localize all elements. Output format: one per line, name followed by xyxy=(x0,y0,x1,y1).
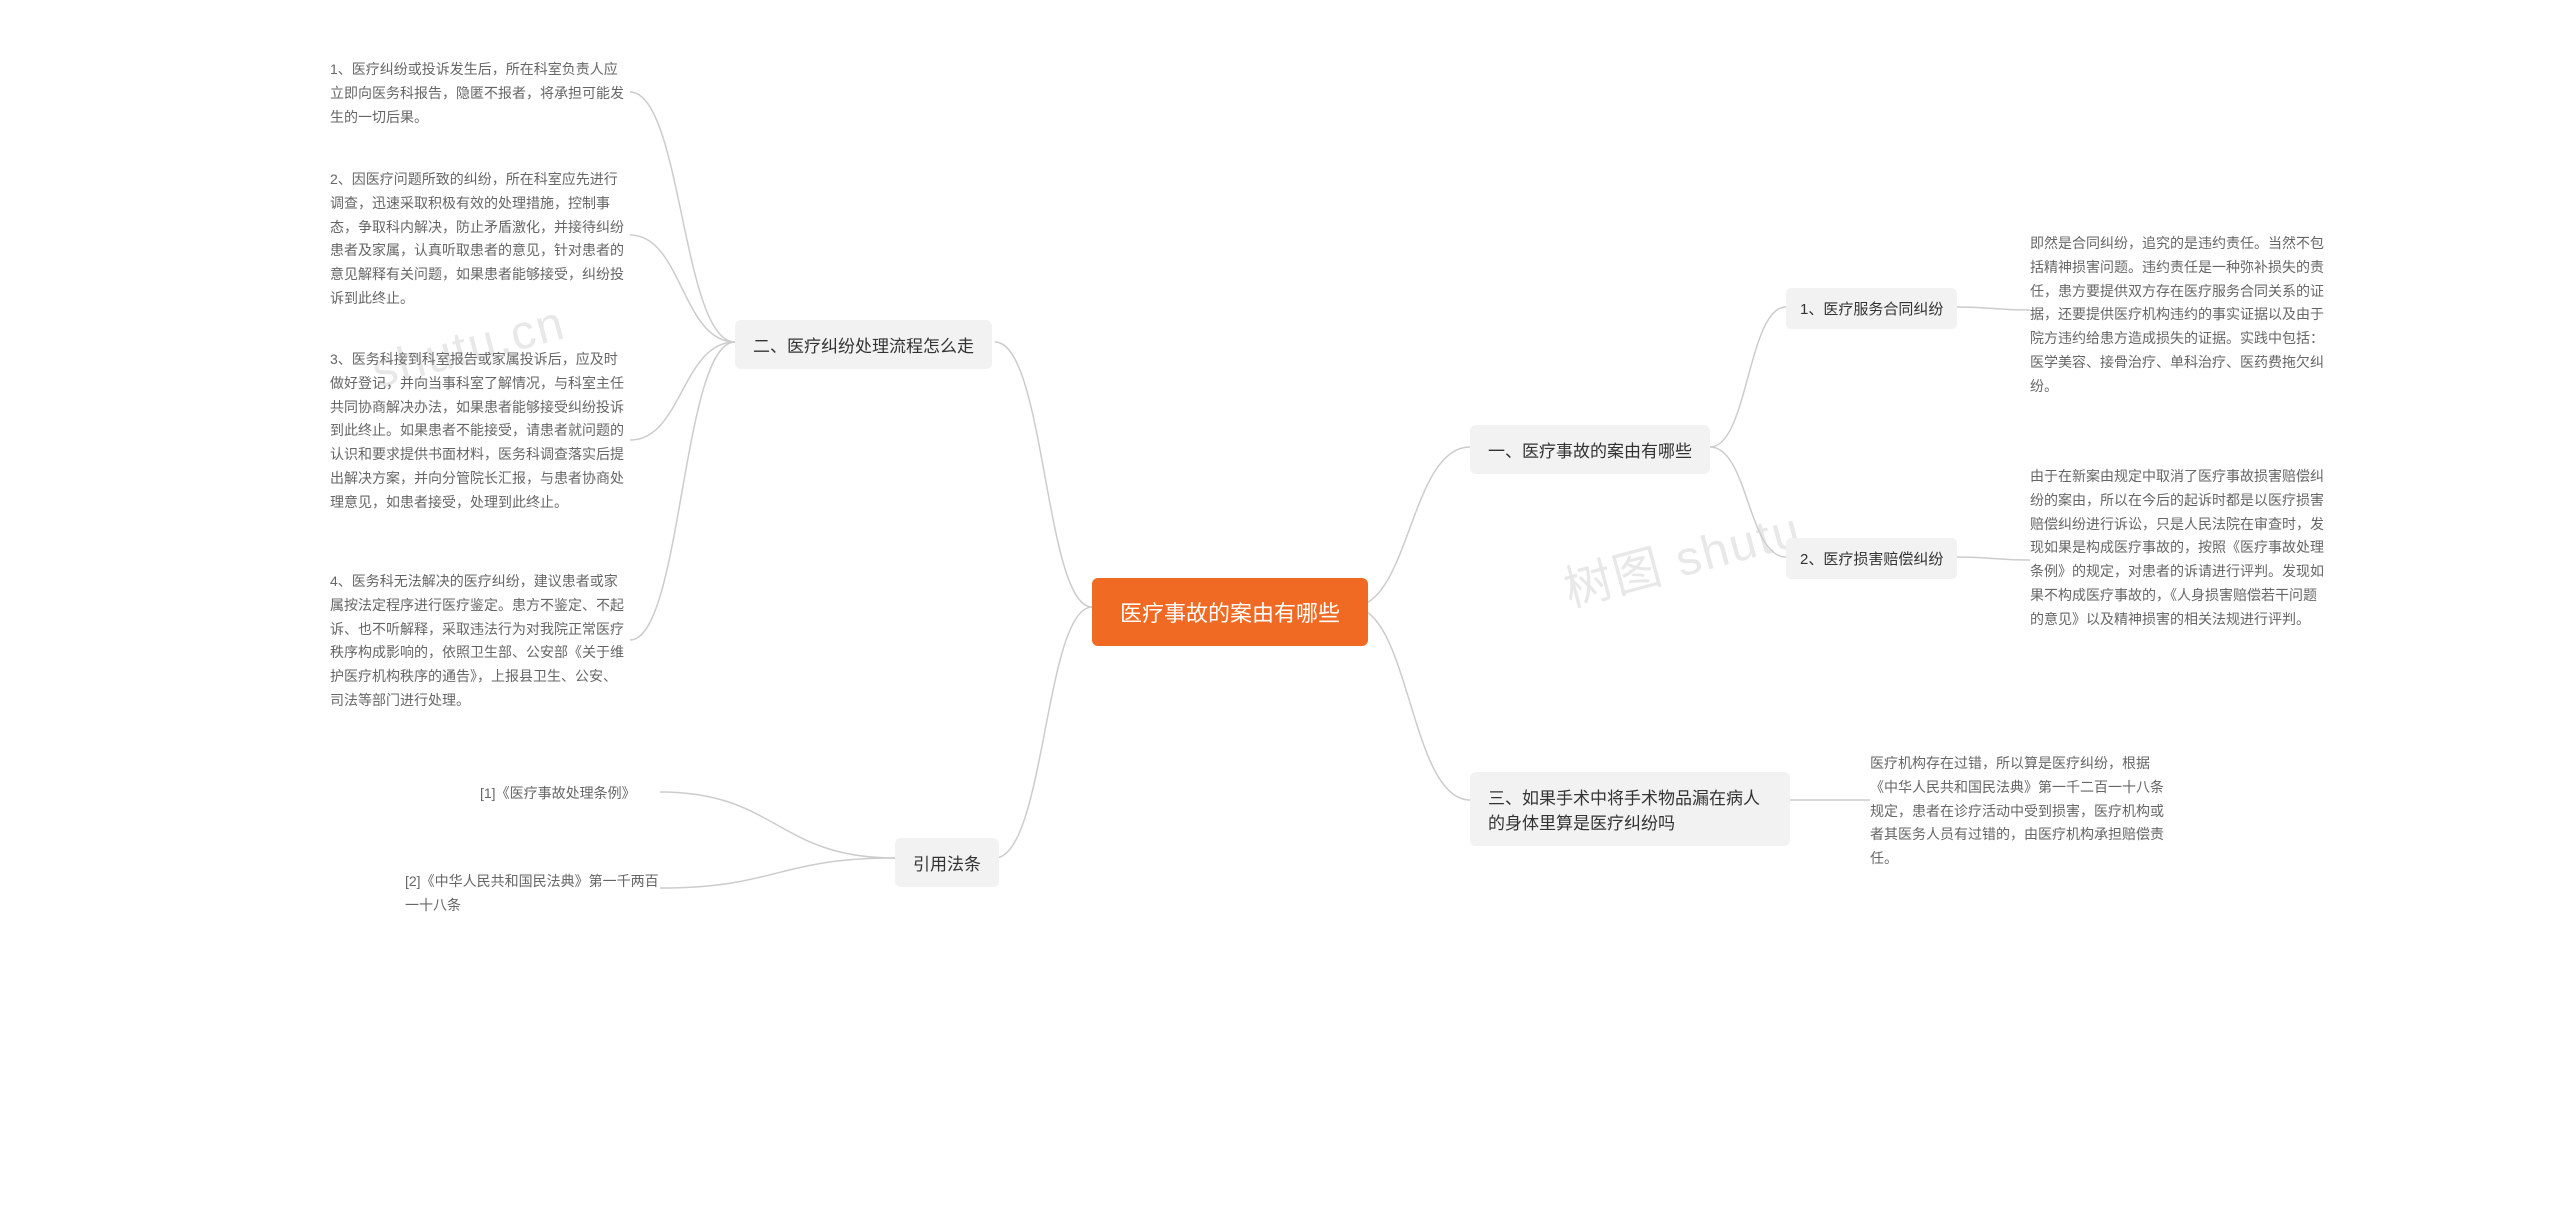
leaf-l1d: 4、医务科无法解决的医疗纠纷，建议患者或家属按法定程序进行医疗鉴定。患方不鉴定、… xyxy=(330,570,630,713)
leaf-r2: 医疗机构存在过错，所以算是医疗纠纷，根据《中华人民共和国民法典》第一千二百一十八… xyxy=(1870,752,2170,871)
leaf-r1b: 由于在新案由规定中取消了医疗事故损害赔偿纠纷的案由，所以在今后的起诉时都是以医疗… xyxy=(2030,465,2330,632)
branch-r1[interactable]: 一、医疗事故的案由有哪些 xyxy=(1470,425,1710,474)
leaf-l1c: 3、医务科接到科室报告或家属投诉后，应及时做好登记，并向当事科室了解情况，与科室… xyxy=(330,348,630,515)
branch-r2[interactable]: 三、如果手术中将手术物品漏在病人的身体里算是医疗纠纷吗 xyxy=(1470,772,1790,846)
leaf-l1a: 1、医疗纠纷或投诉发生后，所在科室负责人应立即向医务科报告，隐匿不报者，将承担可… xyxy=(330,58,630,129)
root-node[interactable]: 医疗事故的案由有哪些 xyxy=(1092,578,1368,646)
sub-r1a[interactable]: 1、医疗服务合同纠纷 xyxy=(1786,288,1957,329)
watermark-2: 树图 shutu xyxy=(1555,490,1808,620)
leaf-r1a: 即然是合同纠纷，追究的是违约责任。当然不包括精神损害问题。违约责任是一种弥补损失… xyxy=(2030,232,2330,399)
branch-l2[interactable]: 引用法条 xyxy=(895,838,999,887)
leaf-l2a: [1]《医疗事故处理条例》 xyxy=(480,782,660,806)
sub-r1b[interactable]: 2、医疗损害赔偿纠纷 xyxy=(1786,538,1957,579)
branch-l1[interactable]: 二、医疗纠纷处理流程怎么走 xyxy=(735,320,992,369)
leaf-l1b: 2、因医疗问题所致的纠纷，所在科室应先进行调查，迅速采取积极有效的处理措施，控制… xyxy=(330,168,630,311)
leaf-l2b: [2]《中华人民共和国民法典》第一千两百一十八条 xyxy=(405,870,660,918)
